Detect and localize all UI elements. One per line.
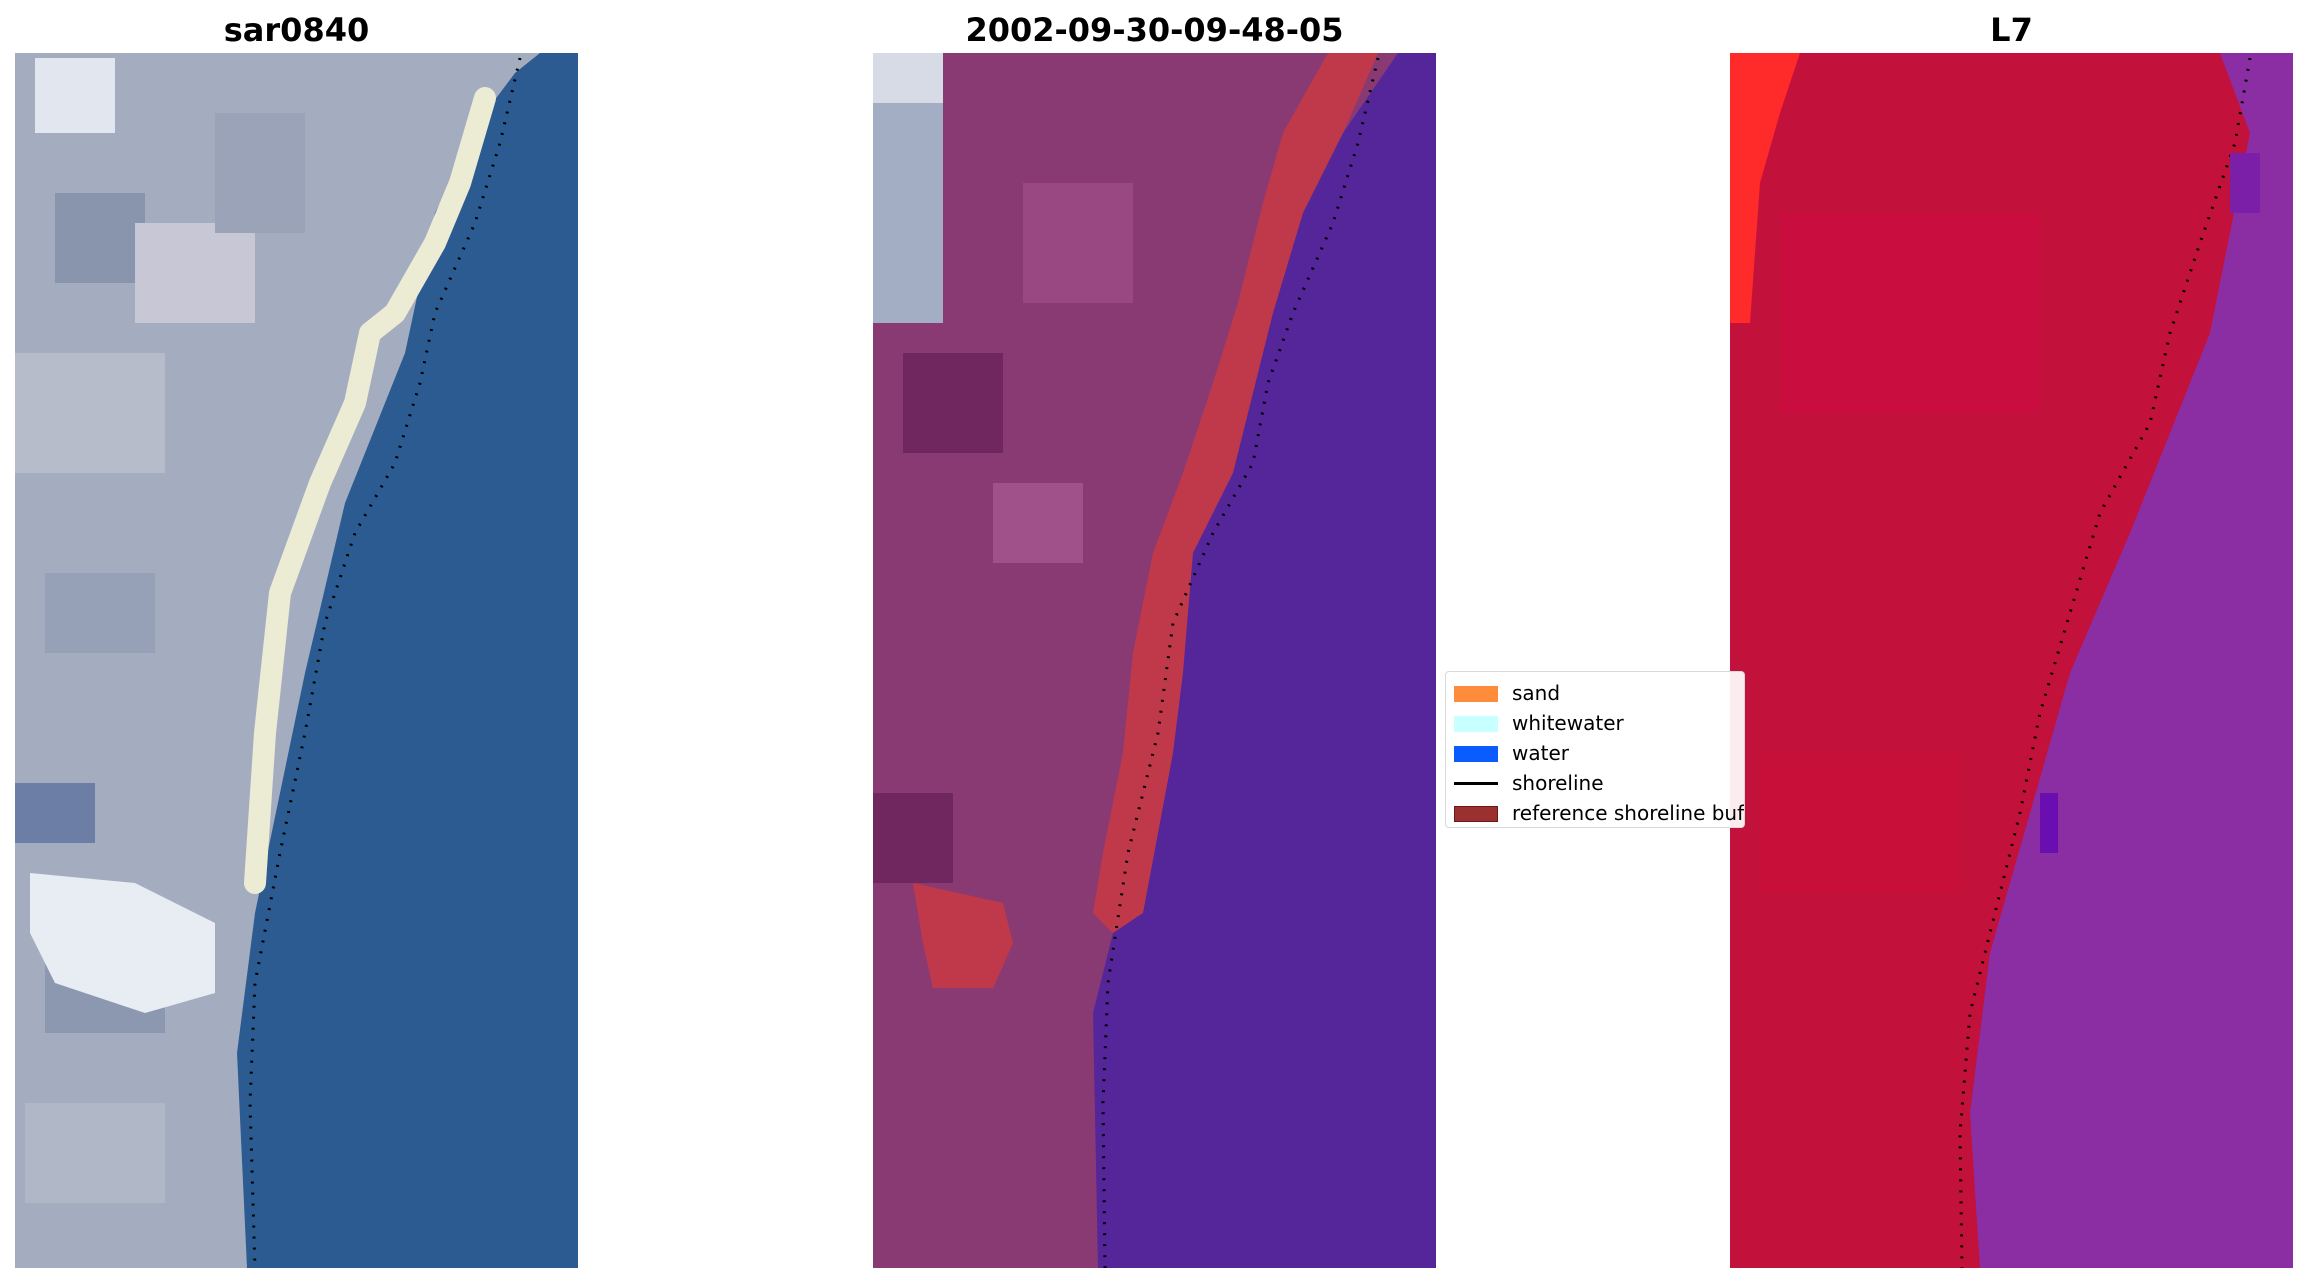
legend-item-reference-shoreline-buffer: reference shoreline buffer — [1446, 798, 1744, 827]
sand-strip — [244, 87, 496, 894]
legend-label: water — [1512, 741, 1569, 765]
legend-label: shoreline — [1512, 771, 1604, 795]
sand-swatch — [1454, 686, 1498, 702]
rgb-image-panel — [15, 53, 578, 1268]
classified-image-panel — [873, 53, 1436, 1268]
legend-label: reference shoreline buffer — [1512, 801, 1744, 825]
legend-item-shoreline: shoreline — [1446, 768, 1744, 798]
water-swatch — [1454, 746, 1498, 762]
whitewater-swatch — [1454, 716, 1498, 732]
water-area — [237, 53, 578, 1268]
classified-image — [873, 53, 1436, 1268]
water-area — [1970, 53, 2293, 1268]
shoreline-buffer — [1093, 53, 1378, 933]
rgb-image — [15, 53, 578, 1268]
water-area — [1093, 53, 1436, 1268]
false-color-image-panel — [1730, 53, 2293, 1268]
legend-label: whitewater — [1512, 711, 1624, 735]
buffer-swatch — [1454, 806, 1498, 822]
panel-title-3: L7 — [1990, 11, 2033, 49]
legend-item-whitewater: whitewater — [1446, 708, 1744, 738]
legend: sand whitewater water shoreline referenc… — [1445, 671, 1745, 828]
panel-title-2: 2002-09-30-09-48-05 — [965, 11, 1344, 49]
legend-label: sand — [1512, 681, 1561, 705]
shoreline-line-swatch — [1454, 782, 1498, 785]
legend-item-sand: sand — [1446, 678, 1744, 708]
legend-item-water: water — [1446, 738, 1744, 768]
panel-title-1: sar0840 — [223, 11, 370, 49]
false-color-image — [1730, 53, 2293, 1268]
